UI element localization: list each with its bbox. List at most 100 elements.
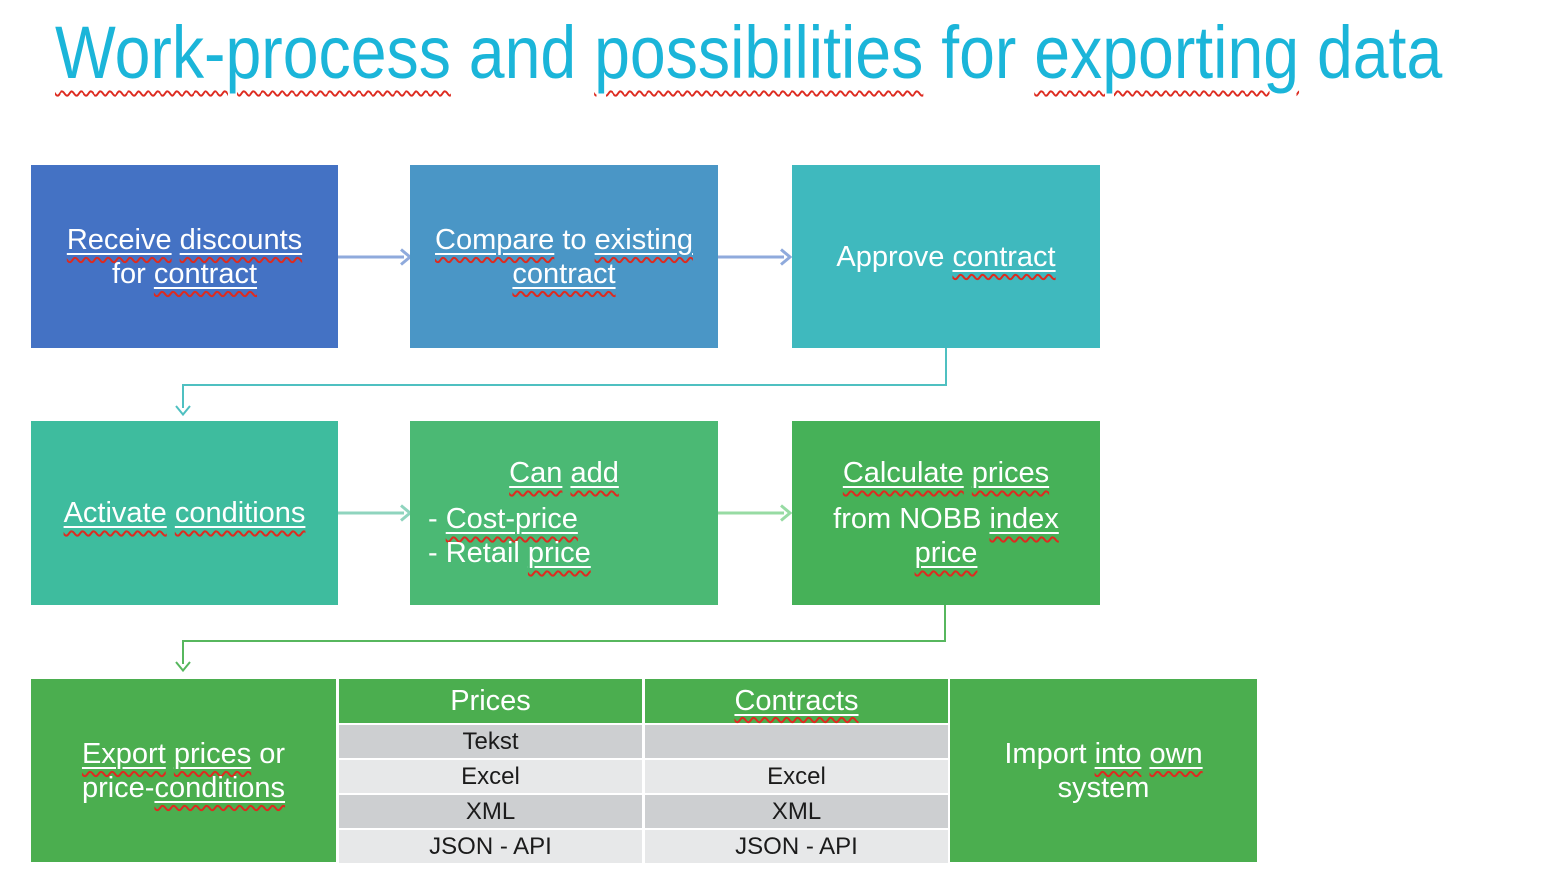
text-run: conditions xyxy=(175,497,306,529)
text-run: existing xyxy=(595,224,693,256)
text-run: or xyxy=(251,737,286,770)
flow-box-export-prices: Export prices or price-conditions xyxy=(31,679,336,862)
text-run xyxy=(166,738,174,770)
text-line: contract xyxy=(410,257,718,291)
text-run: prices xyxy=(174,738,251,770)
text-line: from NOBB index xyxy=(792,502,1100,536)
text-line: price xyxy=(792,536,1100,570)
arrow-activate-to-canadd-head xyxy=(400,504,413,522)
text-run: data xyxy=(1299,11,1443,94)
text-run: conditions xyxy=(174,497,306,529)
text-run: Cost-price xyxy=(446,503,578,535)
text-run: contract xyxy=(153,257,258,290)
text-line: system xyxy=(950,771,1257,805)
flow-box-text: Compare to existing contract xyxy=(410,223,718,291)
text-run: Contracts xyxy=(734,685,858,718)
export-formats-table: Prices Contracts Tekst Excel Excel XML XML JS… xyxy=(339,679,948,863)
text-run: Export xyxy=(82,738,166,770)
text-run: price xyxy=(527,537,591,569)
table-cell: XML xyxy=(645,795,948,828)
table-row: XML XML xyxy=(339,795,948,828)
table-cell: XML xyxy=(339,795,642,828)
table-body: Tekst Excel Excel XML XML JSON - API JSON - AP… xyxy=(339,725,948,863)
text-run: discounts xyxy=(179,223,303,256)
flow-box-text: Calculate prices from NOBB index price xyxy=(792,456,1100,570)
text-line: Activate conditions xyxy=(31,496,338,530)
text-run: index xyxy=(989,503,1059,535)
flow-box-text: Receive discounts for contract xyxy=(31,223,338,291)
text-run: prices xyxy=(972,457,1049,489)
text-line: Import into own xyxy=(950,737,1257,771)
text-line: - Cost-price xyxy=(410,502,718,536)
text-run: price xyxy=(915,537,978,569)
text-run xyxy=(167,497,175,529)
text-run: contract xyxy=(154,258,257,290)
flow-box-text: Activate conditions xyxy=(31,496,338,530)
table-cell: JSON - API xyxy=(339,830,642,863)
text-run xyxy=(172,224,180,256)
text-run: from NOBB xyxy=(833,503,990,535)
text-run: - Retail xyxy=(428,537,528,569)
text-run: Compare xyxy=(435,223,555,256)
table-cell: Excel xyxy=(339,760,642,793)
flow-box-calculate-prices: Calculate prices from NOBB index price xyxy=(792,421,1100,605)
text-line: - Retail price xyxy=(410,536,718,570)
text-run: conditions xyxy=(154,772,285,804)
table-cell: JSON - API xyxy=(645,830,948,863)
text-run: Work-process xyxy=(55,11,451,94)
table-row: JSON - API JSON - API xyxy=(339,830,948,863)
text-run: contract xyxy=(952,240,1056,273)
flow-box-can-add: Can add - Cost-price - Retail price xyxy=(410,421,718,605)
text-run: conditions xyxy=(154,771,286,804)
text-run: - xyxy=(428,503,446,535)
table-cell: Excel xyxy=(645,760,948,793)
flow-box-approve-contract: Approve contract xyxy=(792,165,1100,348)
table-row: Tekst xyxy=(339,725,948,758)
table-header-row: Prices Contracts xyxy=(339,679,948,723)
arrow-receive-to-compare-head xyxy=(400,248,413,266)
text-line: price-conditions xyxy=(31,771,336,805)
text-run: Receive xyxy=(67,224,172,256)
text-line: Approve contract xyxy=(792,240,1100,274)
flow-box-compare-existing: Compare to existing contract xyxy=(410,165,718,348)
connector-calculate-to-export xyxy=(182,605,946,664)
text-run: Receive xyxy=(66,223,172,256)
text-run: Calculate xyxy=(843,457,964,489)
text-run: add xyxy=(570,457,618,489)
table-cell xyxy=(645,725,948,758)
text-run: existing xyxy=(594,223,693,256)
flow-box-text: Can add - Cost-price - Retail price xyxy=(410,456,718,570)
text-line: Export prices or xyxy=(31,737,336,771)
text-run: Export xyxy=(81,737,166,770)
text-run: own xyxy=(1149,737,1203,770)
text-run: Can xyxy=(509,457,563,489)
connector-approve-to-activate-head xyxy=(175,405,191,417)
text-run: Contracts xyxy=(734,684,859,717)
text-run: to xyxy=(554,223,595,256)
text-run xyxy=(964,457,972,489)
table-cell: Tekst xyxy=(339,725,642,758)
text-run: Compare xyxy=(435,224,554,256)
text-run: contract xyxy=(952,241,1055,273)
text-line: Compare to existing xyxy=(410,223,718,257)
text-run: contract xyxy=(512,257,616,290)
connector-calculate-to-export-head xyxy=(175,661,191,673)
arrow-compare-to-approve-head xyxy=(780,248,793,266)
arrow-canadd-to-calculate-head xyxy=(780,504,793,522)
text-run: Activate xyxy=(63,497,167,529)
text-run: price- xyxy=(81,771,155,804)
text-run: for xyxy=(923,11,1035,94)
text-line: Receive discounts xyxy=(31,223,338,257)
text-run: Approve xyxy=(836,240,953,273)
text-run: possibilities xyxy=(594,11,924,94)
text-run: into xyxy=(1095,738,1142,770)
text-run: Prices xyxy=(450,684,531,717)
text-line: for contract xyxy=(31,257,338,291)
flow-box-text: Import into own system xyxy=(950,737,1257,805)
flow-box-activate-conditions: Activate conditions xyxy=(31,421,338,605)
flow-box-text: Approve contract xyxy=(792,240,1100,274)
text-run: Import xyxy=(1004,737,1095,770)
text-run: prices xyxy=(971,457,1050,489)
text-run: Cost-price xyxy=(445,503,578,535)
